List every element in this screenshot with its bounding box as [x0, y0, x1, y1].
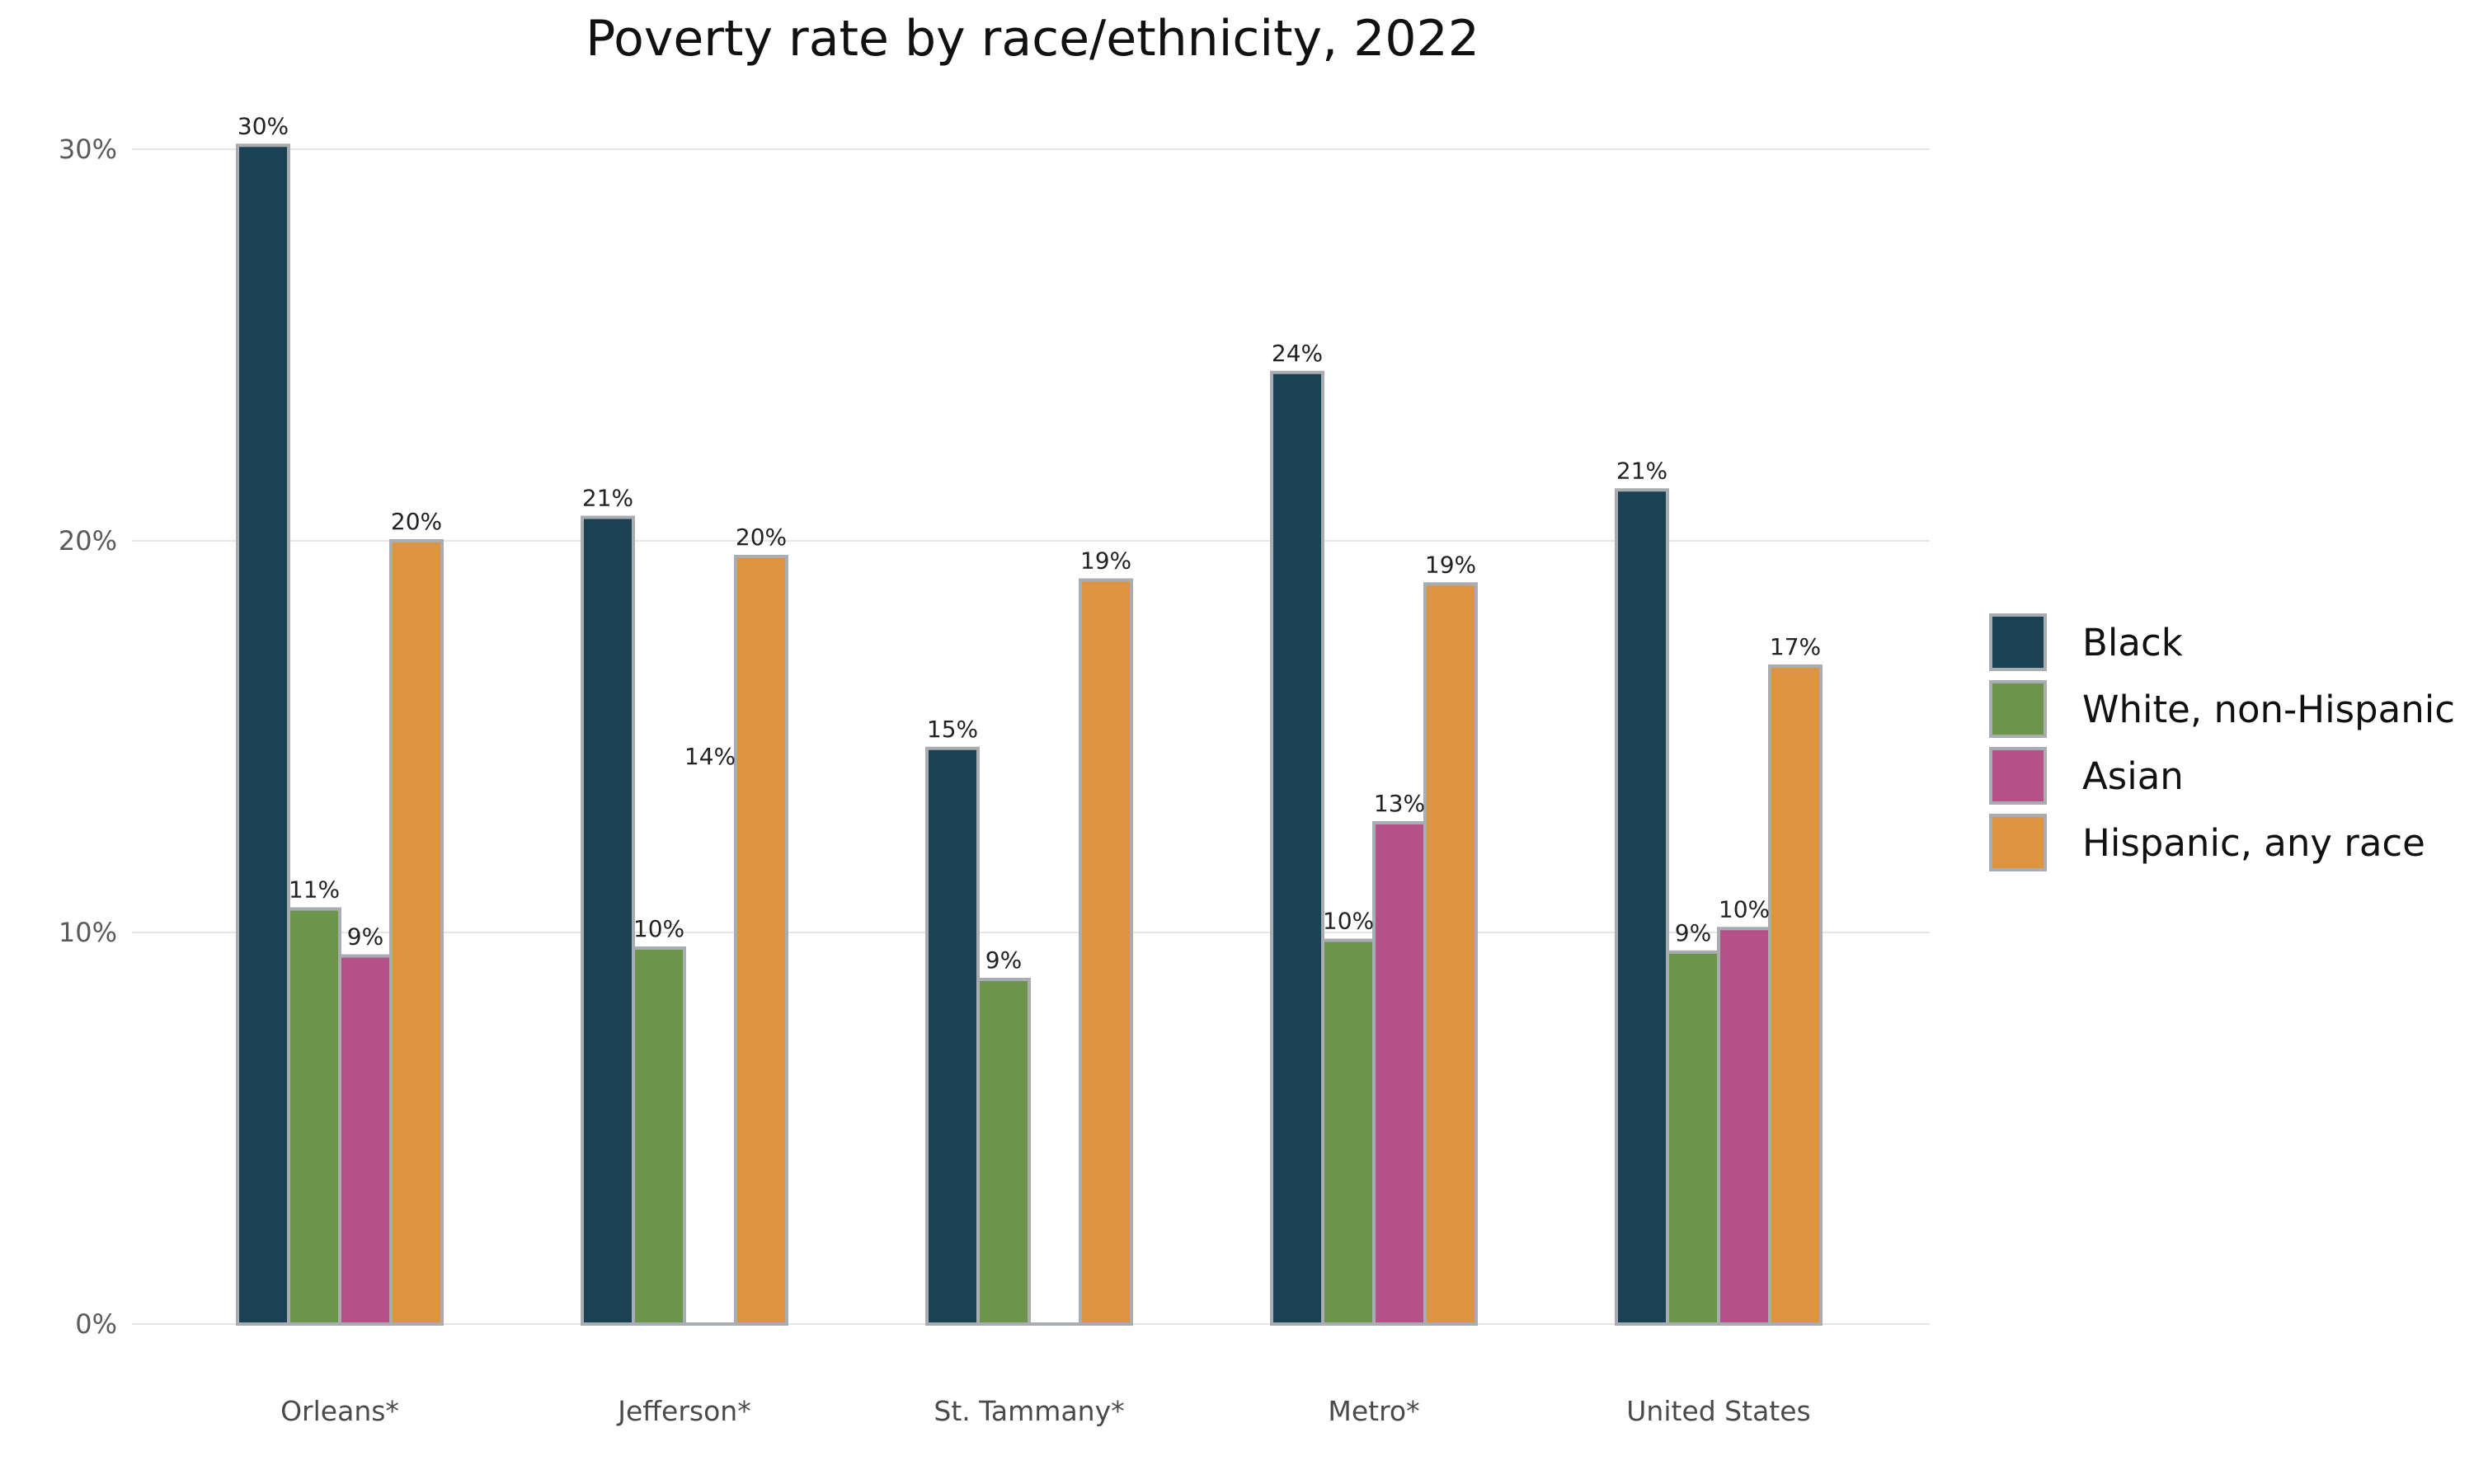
legend-swatch: [1989, 680, 2047, 738]
legend: Black White, non-Hispanic Asian Hispanic, a…: [1989, 613, 2455, 871]
x-tick-label: United States: [1626, 1395, 1810, 1427]
y-axis: 0% 10% 20% 30%: [59, 134, 117, 1340]
data-label: 10%: [1323, 908, 1374, 935]
bar: [1717, 927, 1771, 1326]
y-tick-label: 10%: [59, 917, 117, 948]
legend-label: Hispanic, any race: [2082, 821, 2425, 865]
bars: [236, 143, 1823, 1326]
y-tick-label: 20%: [59, 525, 117, 556]
bar: [581, 515, 635, 1326]
bar: [236, 143, 290, 1326]
data-label: 13%: [1374, 790, 1425, 817]
data-label: 9%: [1675, 919, 1711, 946]
bar: [632, 946, 686, 1326]
data-label: 19%: [1080, 547, 1131, 575]
bar: [1666, 950, 1720, 1326]
x-tick-label: Jefferson*: [616, 1395, 750, 1427]
bar: [389, 539, 444, 1326]
data-label: 15%: [927, 716, 978, 743]
bar: [734, 555, 788, 1326]
data-label: 14%: [684, 743, 736, 770]
x-tick-label: Orleans*: [280, 1395, 399, 1427]
data-label: 20%: [736, 524, 787, 551]
bar: [925, 746, 980, 1326]
legend-label: Asian: [2082, 754, 2184, 798]
bar: [1079, 578, 1133, 1326]
bar: [287, 907, 341, 1326]
x-axis: Orleans* Jefferson* St. Tammany* Metro* Unit…: [280, 1395, 1811, 1427]
bar: [1372, 821, 1427, 1326]
data-label: 10%: [1719, 895, 1770, 923]
legend-swatch: [1989, 747, 2047, 805]
legend-swatch: [1989, 814, 2047, 871]
data-label: 21%: [582, 485, 633, 512]
bar: [1768, 665, 1823, 1326]
bar: [338, 954, 393, 1326]
legend-label: White, non-Hispanic: [2082, 688, 2455, 731]
data-label: 19%: [1425, 551, 1476, 578]
data-label: 9%: [347, 923, 383, 951]
y-tick-label: 30%: [59, 134, 117, 165]
x-tick-label: Metro*: [1328, 1395, 1419, 1427]
data-labels: 30%11%9%20%21%10%14%20%15%9%19%24%10%13%…: [238, 112, 1821, 974]
x-tick-label: St. Tammany*: [934, 1395, 1124, 1427]
data-label: 9%: [985, 946, 1022, 974]
data-label: 21%: [1616, 457, 1667, 484]
bar: [1423, 582, 1478, 1326]
data-label: 17%: [1770, 633, 1821, 660]
bar: [1270, 370, 1324, 1326]
data-label: 11%: [289, 876, 340, 904]
bar: [1321, 938, 1376, 1326]
y-tick-label: 0%: [75, 1308, 117, 1340]
data-label: 24%: [1272, 340, 1323, 367]
legend-label: Black: [2082, 621, 2183, 665]
data-label: 30%: [238, 112, 289, 139]
data-label: 10%: [633, 915, 684, 942]
data-label: 20%: [391, 508, 442, 535]
legend-swatch: [1989, 613, 2047, 671]
chart-title: Poverty rate by race/ethnicity, 2022: [586, 10, 1479, 68]
bar: [976, 978, 1031, 1326]
bar: [1615, 488, 1669, 1326]
